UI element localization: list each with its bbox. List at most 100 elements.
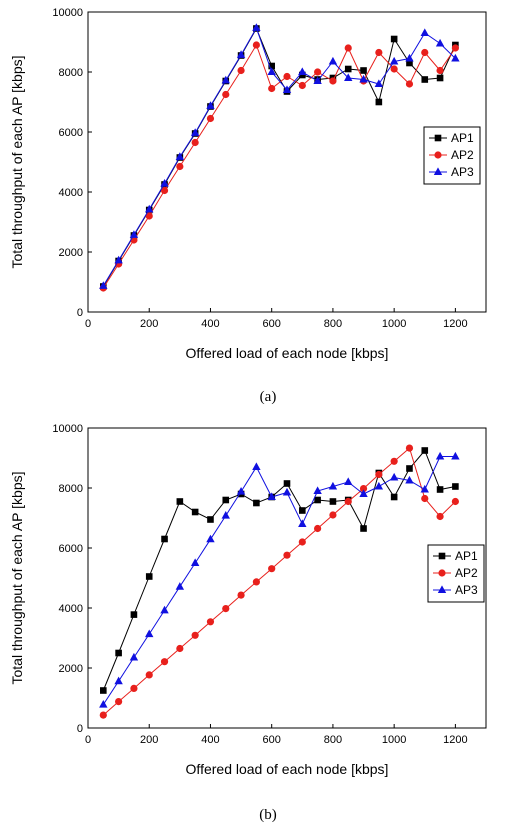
- data-point-ap1: [268, 62, 275, 70]
- x-axis-title-b: Offered load of each node [kbps]: [186, 761, 389, 777]
- legend-marker-ap3: [437, 585, 447, 593]
- data-point-ap1: [130, 611, 138, 618]
- data-point-ap2: [206, 114, 215, 123]
- data-point-ap1: [222, 496, 230, 504]
- x-tick-label: 1200: [443, 318, 467, 330]
- data-point-ap2: [375, 48, 383, 57]
- data-point-ap1: [314, 496, 321, 504]
- data-point-ap2: [405, 80, 414, 88]
- y-tick-label: 6000: [59, 543, 83, 555]
- series-line-ap3: [102, 456, 456, 705]
- data-point-ap1: [406, 59, 413, 67]
- data-point-ap3: [99, 700, 108, 708]
- x-tick-label: 800: [324, 734, 342, 746]
- data-point-ap3: [344, 73, 353, 81]
- data-point-ap2: [344, 497, 352, 506]
- data-point-ap3: [435, 451, 445, 460]
- data-point-ap1: [390, 35, 398, 43]
- chart-panel-a: 0 200 400 600 800 1000 1200 0 2000 4000 6000 8000 10…: [9, 7, 487, 405]
- data-point-ap3: [160, 179, 169, 187]
- plot-frame-a: [87, 11, 487, 313]
- data-point-ap1: [421, 447, 429, 454]
- data-point-ap2: [160, 186, 169, 195]
- data-point-ap1: [360, 525, 367, 532]
- data-point-ap1: [176, 498, 184, 505]
- data-point-ap1: [452, 483, 459, 490]
- axis-ticks-a: 0 200 400 600 800 1000 1200 0 2000 4000 6000 8000 10…: [52, 7, 467, 330]
- y-tick-label: 4000: [59, 187, 83, 199]
- data-point-ap3: [190, 558, 200, 566]
- data-point-ap2: [252, 41, 260, 49]
- legend-label-ap3: AP3: [455, 583, 478, 597]
- data-point-ap2: [421, 494, 429, 503]
- x-tick-label: 0: [85, 734, 91, 746]
- legend-marker-ap1: [434, 134, 442, 142]
- data-point-ap2: [436, 66, 444, 75]
- data-point-ap2: [191, 138, 199, 147]
- data-point-ap2: [298, 538, 306, 546]
- data-point-ap3: [252, 462, 261, 470]
- y-axis-title-b: Total throughput of each AP [kbps]: [9, 471, 25, 684]
- data-point-ap3: [298, 67, 307, 75]
- data-point-ap2: [191, 631, 199, 639]
- data-point-ap2: [298, 81, 306, 90]
- legend-label-ap1: AP1: [451, 131, 474, 145]
- data-point-ap2: [99, 711, 107, 719]
- data-point-ap1: [344, 65, 352, 73]
- data-point-ap1: [253, 499, 260, 507]
- data-point-ap3: [129, 230, 139, 238]
- data-point-ap2: [160, 658, 169, 666]
- y-axis-title-a: Total throughput of each AP [kbps]: [9, 55, 25, 268]
- data-point-ap3: [298, 519, 307, 527]
- series-line-ap2: [102, 43, 456, 289]
- data-point-ap3: [206, 534, 215, 543]
- series-line-ap2: [102, 447, 456, 716]
- data-point-ap2: [176, 644, 184, 653]
- data-point-ap3: [206, 101, 215, 109]
- data-point-ap1: [191, 508, 199, 516]
- data-point-ap3: [175, 152, 185, 160]
- data-point-ap2: [145, 671, 153, 679]
- y-tick-label: 10000: [52, 7, 83, 19]
- data-point-ap3: [114, 676, 123, 685]
- data-point-ap3: [236, 50, 246, 58]
- legend-marker-ap1: [438, 552, 446, 560]
- data-point-ap3: [236, 487, 246, 495]
- x-tick-label: 1200: [443, 734, 467, 746]
- data-point-ap3: [451, 451, 460, 460]
- legend-marker-ap3: [433, 167, 443, 175]
- data-point-ap2: [176, 162, 184, 171]
- legend-label-ap3: AP3: [451, 165, 474, 179]
- chart-marks-b: [99, 444, 460, 719]
- data-point-ap1: [329, 498, 337, 505]
- chart-panel-b: 0 200 400 600 800 1000 1200 0 2000 4000 6000 8000 10…: [9, 423, 487, 823]
- data-point-ap3: [267, 492, 276, 500]
- x-tick-label: 200: [140, 734, 158, 746]
- data-point-ap1: [406, 465, 413, 472]
- data-point-ap3: [405, 53, 414, 62]
- series-line-ap3: [102, 26, 456, 287]
- y-tick-label: 8000: [59, 483, 83, 495]
- y-tick-label: 0: [77, 307, 83, 319]
- data-point-ap3: [313, 76, 322, 84]
- data-point-ap3: [221, 511, 230, 519]
- y-tick-label: 2000: [59, 663, 83, 675]
- data-point-ap3: [282, 487, 292, 496]
- legend-marker-ap2: [434, 151, 442, 159]
- x-tick-label: 0: [85, 318, 91, 330]
- data-point-ap2: [268, 565, 276, 573]
- data-point-ap2: [206, 618, 215, 626]
- data-point-ap3: [190, 128, 200, 136]
- data-point-ap3: [145, 629, 154, 638]
- data-point-ap3: [451, 53, 460, 62]
- data-point-ap2: [314, 68, 322, 76]
- data-point-ap2: [145, 212, 153, 220]
- data-point-ap3: [420, 28, 429, 36]
- data-point-ap3: [359, 74, 368, 83]
- x-tick-label: 600: [263, 318, 281, 330]
- x-tick-label: 1000: [382, 318, 406, 330]
- x-tick-label: 400: [201, 318, 219, 330]
- data-point-ap2: [115, 698, 123, 706]
- data-point-ap1: [207, 516, 214, 523]
